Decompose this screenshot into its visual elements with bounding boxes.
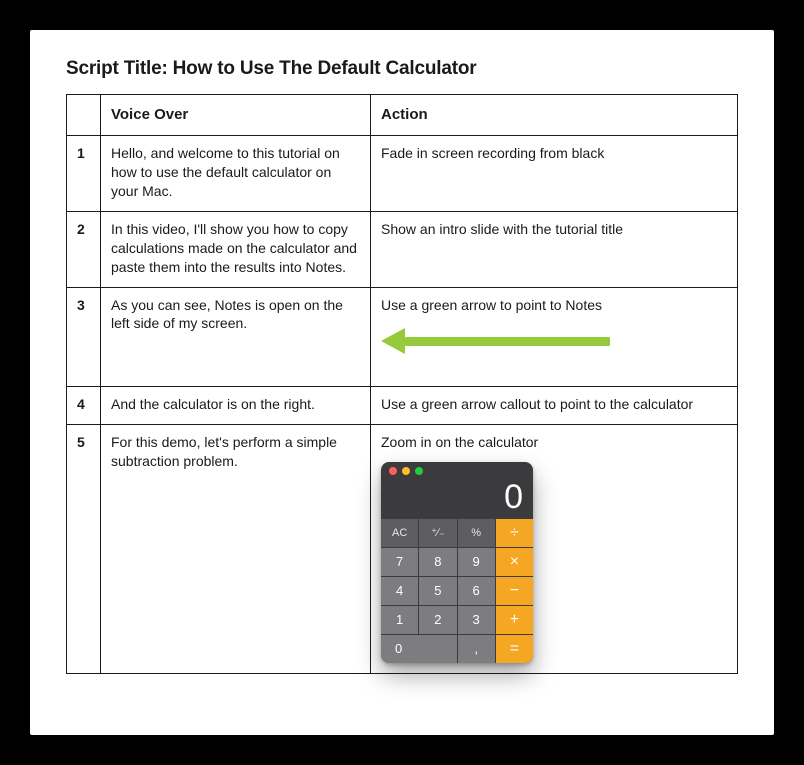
voiceover-cell: In this video, I'll show you how to copy… — [101, 211, 371, 287]
row-number: 1 — [67, 136, 101, 212]
row-number: 5 — [67, 425, 101, 674]
key-divide: ÷ — [496, 519, 533, 547]
key-1: 1 — [381, 606, 418, 634]
key-4: 4 — [381, 577, 418, 605]
action-cell: Show an intro slide with the tutorial ti… — [371, 211, 738, 287]
voiceover-cell: As you can see, Notes is open on the lef… — [101, 287, 371, 387]
key-ac: AC — [381, 519, 418, 547]
table-row: 3 As you can see, Notes is open on the l… — [67, 287, 738, 387]
key-6: 6 — [458, 577, 495, 605]
key-3: 3 — [458, 606, 495, 634]
key-8: 8 — [419, 548, 456, 576]
key-7: 7 — [381, 548, 418, 576]
key-decimal: , — [458, 635, 495, 663]
row-number: 3 — [67, 287, 101, 387]
script-table: Voice Over Action 1 Hello, and welcome t… — [66, 94, 738, 674]
key-equals: = — [496, 635, 533, 663]
key-0: 0 — [381, 635, 457, 663]
header-row: Voice Over Action — [67, 95, 738, 136]
title-text: How to Use The Default Calculator — [173, 58, 477, 79]
window-zoom-dot — [415, 467, 423, 475]
action-text: Zoom in on the calculator — [381, 433, 727, 452]
action-cell: Fade in screen recording from black — [371, 136, 738, 212]
voiceover-cell: And the calculator is on the right. — [101, 387, 371, 425]
arrow-head-icon — [381, 328, 405, 354]
key-multiply: × — [496, 548, 533, 576]
col-header-action: Action — [371, 95, 738, 136]
key-plus: + — [496, 606, 533, 634]
table-row: 5 For this demo, let's perform a simple … — [67, 425, 738, 674]
action-cell: Use a green arrow to point to Notes — [371, 287, 738, 387]
key-5: 5 — [419, 577, 456, 605]
key-sign: ⁺∕₋ — [419, 519, 456, 547]
arrow-shaft — [405, 337, 610, 346]
key-minus: − — [496, 577, 533, 605]
calculator-display: 0 — [381, 480, 533, 518]
table-row: 2 In this video, I'll show you how to co… — [67, 211, 738, 287]
action-cell: Zoom in on the calculator 0 AC ⁺∕₋ % — [371, 425, 738, 674]
script-title: Script Title: How to Use The Default Cal… — [66, 58, 738, 80]
calculator-keys: AC ⁺∕₋ % ÷ 7 8 9 × 4 5 6 − 1 — [381, 518, 533, 663]
key-9: 9 — [458, 548, 495, 576]
green-arrow — [381, 328, 727, 354]
col-header-num — [67, 95, 101, 136]
row-number: 4 — [67, 387, 101, 425]
action-text: Use a green arrow to point to Notes — [381, 296, 727, 315]
table-row: 4 And the calculator is on the right. Us… — [67, 387, 738, 425]
document-page: Script Title: How to Use The Default Cal… — [30, 30, 774, 735]
key-2: 2 — [419, 606, 456, 634]
col-header-voiceover: Voice Over — [101, 95, 371, 136]
table-row: 1 Hello, and welcome to this tutorial on… — [67, 136, 738, 212]
voiceover-cell: For this demo, let's perform a simple su… — [101, 425, 371, 674]
calculator-screenshot: 0 AC ⁺∕₋ % ÷ 7 8 9 × 4 5 6 — [381, 462, 533, 663]
voiceover-cell: Hello, and welcome to this tutorial on h… — [101, 136, 371, 212]
action-cell: Use a green arrow callout to point to th… — [371, 387, 738, 425]
row-number: 2 — [67, 211, 101, 287]
window-minimize-dot — [402, 467, 410, 475]
title-prefix: Script Title: — [66, 58, 173, 79]
window-close-dot — [389, 467, 397, 475]
key-percent: % — [458, 519, 495, 547]
